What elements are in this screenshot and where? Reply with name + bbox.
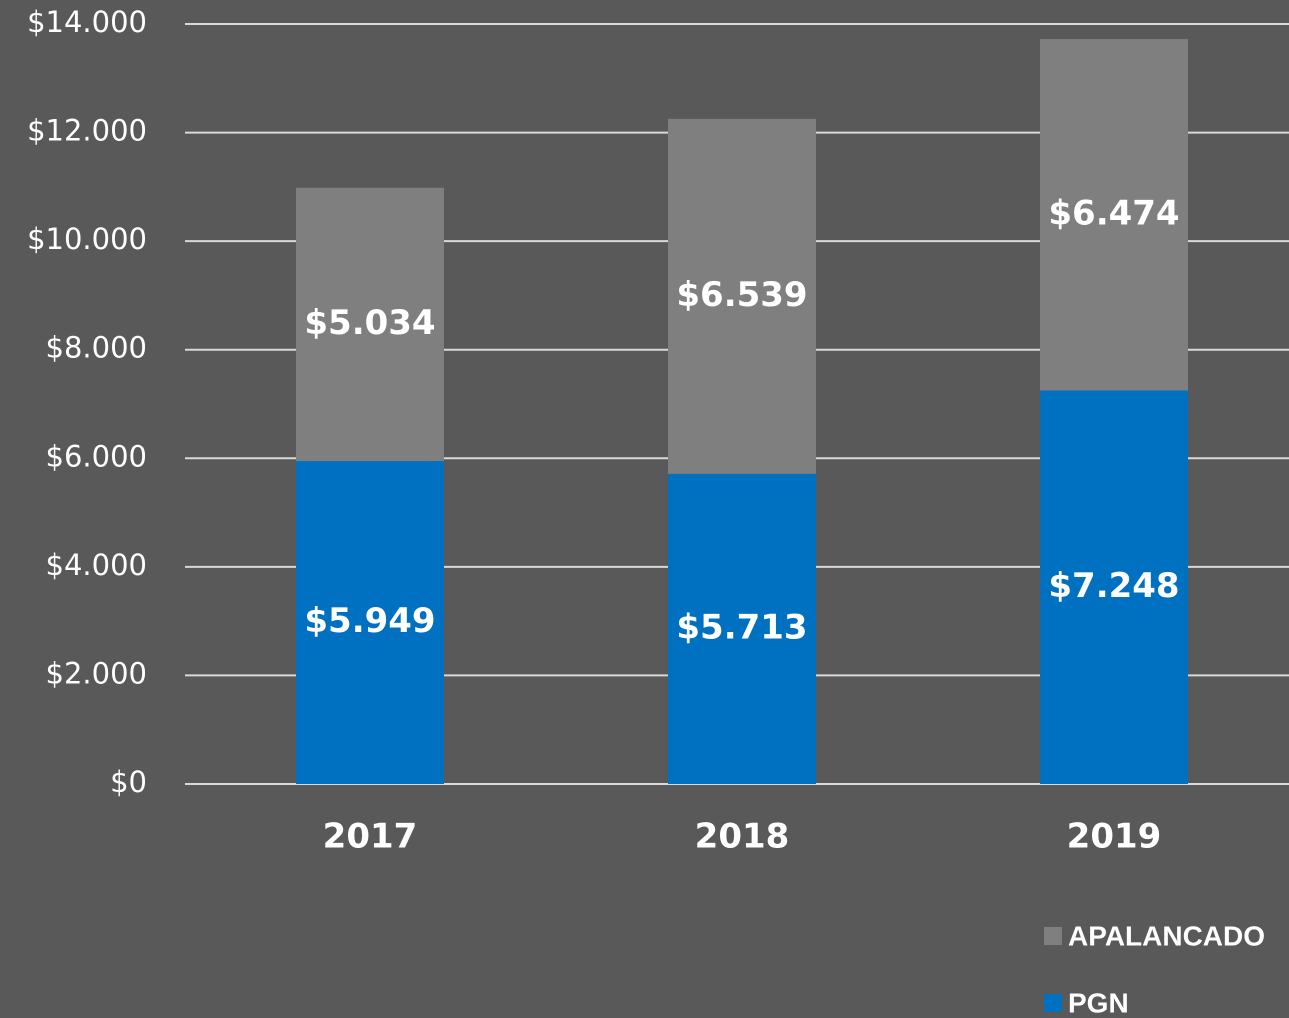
- data-label: $6.539: [676, 275, 807, 315]
- legend-label: APALANCADO: [1068, 920, 1265, 951]
- y-tick-label: $4.000: [46, 548, 147, 582]
- legend-swatch: [1044, 994, 1062, 1012]
- y-tick-label: $6.000: [46, 439, 147, 473]
- x-tick-label: 2017: [323, 817, 418, 857]
- data-label: $5.034: [304, 303, 435, 343]
- y-tick-label: $12.000: [27, 114, 147, 148]
- y-tick-label: $0: [110, 765, 147, 799]
- bar-segment: [1040, 390, 1188, 784]
- legend-swatch: [1044, 927, 1062, 945]
- y-tick-label: $2.000: [46, 656, 147, 690]
- y-tick-label: $8.000: [46, 331, 147, 365]
- bar-segment: [296, 461, 444, 784]
- bar-segment: [668, 118, 816, 474]
- y-tick-label: $14.000: [27, 5, 147, 39]
- data-label: $7.248: [1048, 566, 1179, 606]
- bar-segment: [1040, 39, 1188, 391]
- data-label: $6.474: [1048, 193, 1179, 233]
- bar-segment: [296, 187, 444, 462]
- y-tick-label: $10.000: [27, 222, 147, 256]
- legend-label: PGN: [1068, 987, 1129, 1018]
- x-tick-label: 2019: [1067, 817, 1162, 857]
- data-label: $5.949: [304, 601, 435, 641]
- data-label: $5.713: [676, 607, 807, 647]
- x-tick-label: 2018: [695, 817, 790, 857]
- bar-segment: [668, 473, 816, 784]
